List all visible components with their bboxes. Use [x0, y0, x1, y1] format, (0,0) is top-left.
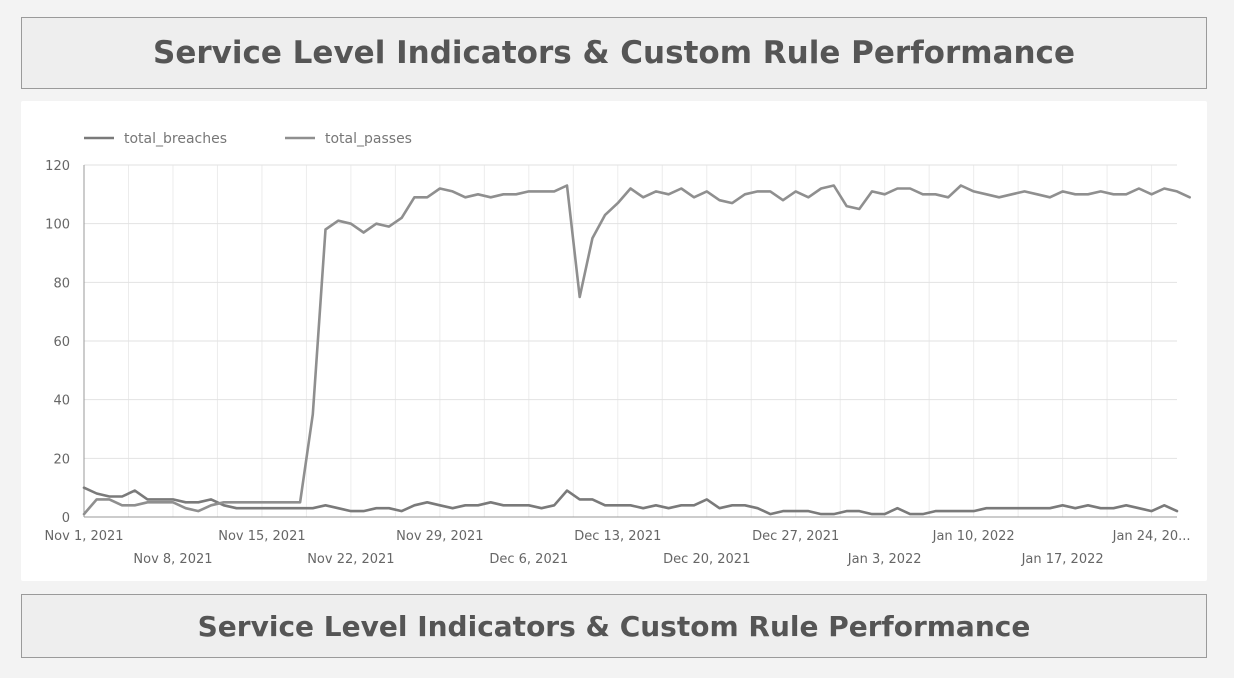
x-tick-label: Nov 22, 2021	[307, 552, 394, 567]
y-tick-label: 80	[53, 276, 70, 291]
x-tick-label: Jan 3, 2022	[847, 552, 922, 567]
x-tick-label: Dec 6, 2021	[489, 552, 568, 567]
dashboard-title: Service Level Indicators & Custom Rule P…	[21, 17, 1207, 89]
y-tick-label: 100	[45, 218, 70, 233]
x-tick-label: Jan 17, 2022	[1021, 552, 1104, 567]
section-title: Service Level Indicators & Custom Rule P…	[21, 594, 1207, 658]
x-tick-label: Jan 10, 2022	[932, 529, 1015, 544]
chart-series	[82, 184, 1191, 516]
y-tick-label: 120	[45, 159, 70, 174]
y-tick-label: 40	[53, 394, 70, 409]
x-tick-label: Dec 13, 2021	[574, 529, 661, 544]
series-line-total-breaches	[82, 486, 1179, 516]
chart-grid	[83, 164, 1177, 518]
x-tick-label: Dec 27, 2021	[752, 529, 839, 544]
x-tick-label: Nov 1, 2021	[44, 529, 123, 544]
section-title-text: Service Level Indicators & Custom Rule P…	[197, 609, 1031, 643]
x-tick-label: Nov 15, 2021	[218, 529, 305, 544]
chart-panel: 0 20 40 60 80 100 120 Nov 1, 2021 Nov 8, 2021 No…	[21, 101, 1207, 581]
legend-item-total-passes[interactable]: total_passes	[285, 131, 412, 147]
legend-item-total-breaches[interactable]: total_breaches	[84, 131, 227, 147]
legend-label: total_passes	[325, 131, 412, 147]
y-tick-label: 0	[62, 511, 70, 526]
y-tick-label: 20	[53, 452, 70, 467]
dashboard-title-text: Service Level Indicators & Custom Rule P…	[153, 35, 1075, 71]
x-tick-label: Dec 20, 2021	[663, 552, 750, 567]
legend-label: total_breaches	[124, 131, 227, 147]
y-tick-label: 60	[53, 335, 70, 350]
x-tick-label: Nov 29, 2021	[396, 529, 483, 544]
chart-legend[interactable]: total_breaches total_passes	[84, 131, 412, 147]
y-axis: 0 20 40 60 80 100 120	[45, 159, 70, 526]
x-tick-label: Jan 24, 20...	[1112, 529, 1191, 544]
series-line-total-passes	[82, 184, 1191, 516]
x-tick-label: Nov 8, 2021	[133, 552, 212, 567]
